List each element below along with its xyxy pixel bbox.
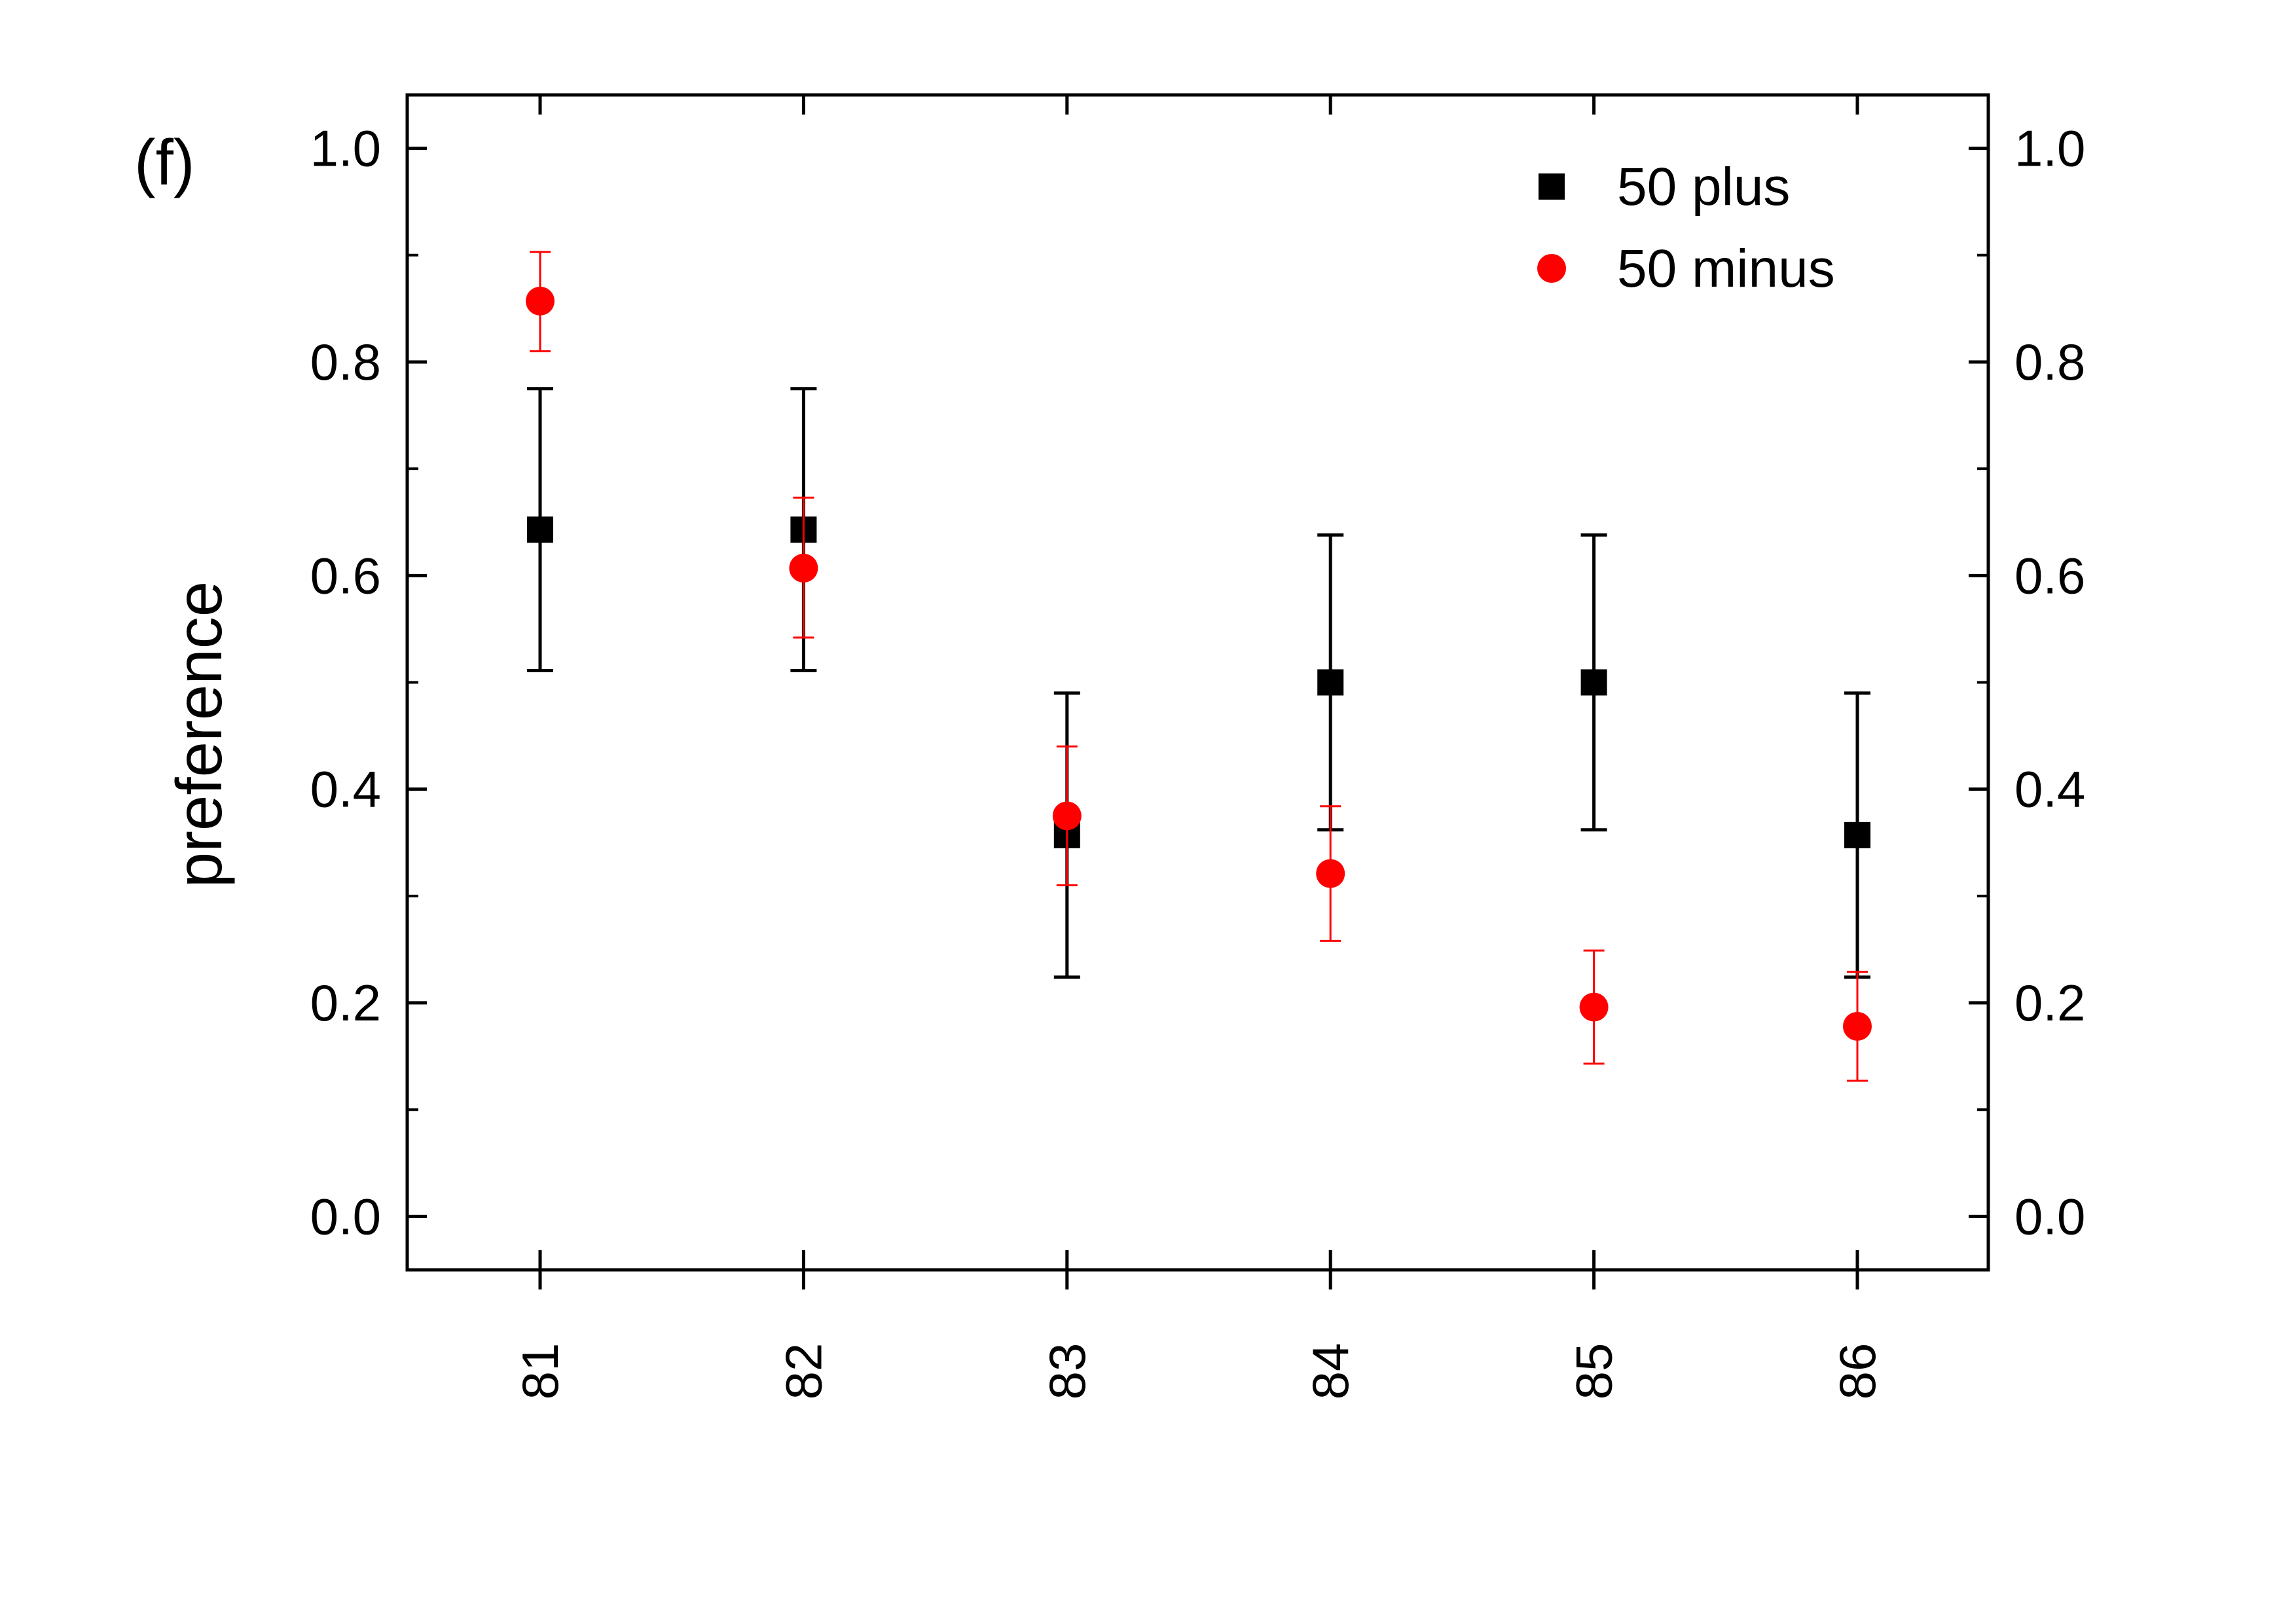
y-tick-label-left: 0.6 xyxy=(310,547,381,604)
x-tick-label: 83 xyxy=(1038,1343,1096,1400)
x-tick-label: 86 xyxy=(1829,1343,1886,1400)
y-tick-label-right: 0.0 xyxy=(2014,1187,2085,1245)
data-point-square xyxy=(1844,821,1870,848)
legend-marker-square xyxy=(1539,173,1565,200)
legend-label: 50 minus xyxy=(1617,239,1835,298)
y-axis-title: preference xyxy=(163,581,235,888)
data-point-square xyxy=(527,516,553,543)
legend-marker-circle xyxy=(1537,254,1566,283)
x-tick-label: 81 xyxy=(511,1343,569,1400)
axes: 0.0 0.0 0.2 0.2 0.4 0.4 0.6 0.6 0.8 0.8 1.0 1.0 81 82… xyxy=(310,93,2085,1400)
data-point-circle xyxy=(526,286,555,315)
data-point-circle xyxy=(789,553,818,583)
y-tick-label-right: 0.4 xyxy=(2014,761,2085,818)
data-point-square xyxy=(1317,669,1344,696)
y-tick-label-left: 0.2 xyxy=(310,974,381,1032)
series-layer xyxy=(526,251,1872,1082)
y-tick-label-left: 1.0 xyxy=(310,120,381,177)
x-tick-label: 82 xyxy=(774,1343,832,1400)
y-tick-label-left: 0.8 xyxy=(310,333,381,391)
y-tick-label-right: 0.6 xyxy=(2014,547,2085,604)
y-tick-label-right: 1.0 xyxy=(2014,120,2085,177)
x-tick-label: 85 xyxy=(1565,1343,1623,1400)
data-point-square xyxy=(1580,669,1607,696)
legend: 50 plus 50 minus xyxy=(1537,157,1835,298)
x-tick-label: 84 xyxy=(1302,1343,1359,1400)
data-point-circle xyxy=(1843,1011,1872,1041)
data-point-circle xyxy=(1579,992,1609,1022)
data-point-circle xyxy=(1316,859,1345,888)
y-tick-label-right: 0.2 xyxy=(2014,974,2085,1032)
y-tick-label-right: 0.8 xyxy=(2014,333,2085,391)
y-tick-label-left: 0.0 xyxy=(310,1187,381,1245)
panel-label: (f) xyxy=(134,126,195,198)
data-point-circle xyxy=(1052,801,1082,831)
y-tick-label-left: 0.4 xyxy=(310,761,381,818)
legend-label: 50 plus xyxy=(1617,157,1790,217)
